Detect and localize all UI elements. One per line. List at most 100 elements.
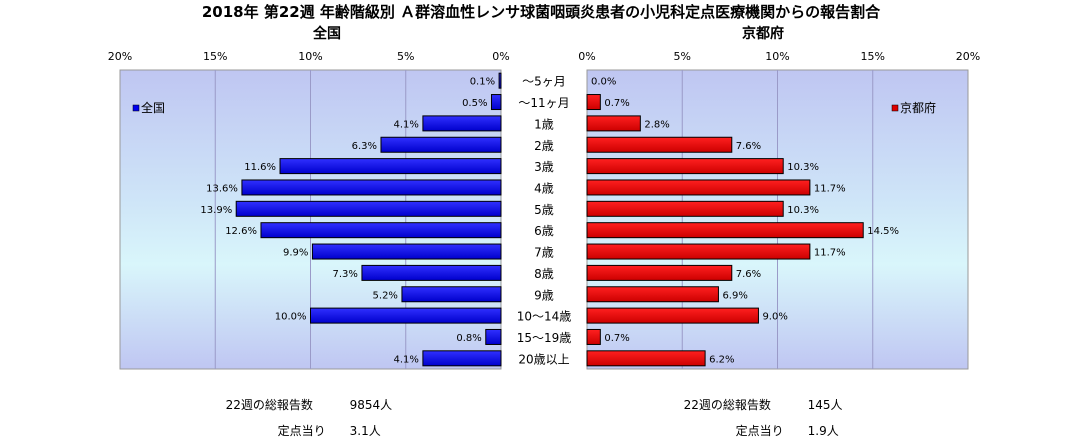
category-labels: ～5ヶ月 ～11ヶ月 1歳 2歳 3歳 4歳 5歳 6歳 7歳 8歳 9歳 10～14歳 15～19歳 2… (517, 75, 572, 367)
national-total-label: 22週の総報告数 (225, 398, 313, 412)
right-bar (586, 243, 811, 260)
left-data-label: 11.6% (244, 162, 276, 173)
right-bar (586, 264, 733, 281)
right-bar (586, 328, 601, 345)
left-bar (422, 350, 502, 367)
category-label: 4歳 (534, 181, 554, 195)
left-bar (485, 328, 502, 345)
category-label: 6歳 (534, 224, 554, 238)
category-label: 2歳 (534, 139, 554, 153)
footer-national-per: 定点当り 3.1人 (270, 408, 381, 439)
left-data-label: 6.3% (352, 141, 377, 152)
left-legend-swatch (132, 104, 140, 112)
right-data-label: 0.7% (604, 98, 629, 109)
left-data-label: 12.6% (225, 226, 257, 237)
left-bar (279, 158, 502, 175)
right-panel-kyoto: 0% 5% 10% 15% 20% 京都府 0.0% 0.7% 2.8% 7.6% 10.3% 11.… (578, 50, 980, 370)
chart-title: 2018年 第22週 年齢階級別 Ａ群溶血性レンサ球菌咽頭炎患者の小児科定点医療… (202, 3, 881, 21)
left-bar (311, 243, 502, 260)
right-tick-label: 20% (956, 50, 980, 63)
left-bar (310, 307, 502, 324)
right-data-label: 2.8% (644, 119, 669, 130)
kyoto-per-label: 定点当り (735, 424, 784, 438)
left-bar (490, 94, 502, 111)
category-label: 5歳 (534, 203, 554, 217)
right-bar (586, 115, 641, 132)
footer-kyoto: 22週の総報告数 145人 (676, 382, 843, 413)
left-tick-label: 20% (108, 50, 132, 63)
left-data-label: 4.1% (393, 354, 418, 365)
category-label: ～5ヶ月 (522, 75, 566, 89)
left-bar (401, 286, 502, 303)
right-legend-label: 京都府 (900, 100, 936, 115)
category-label: 15～19歳 (517, 331, 572, 345)
left-bar (260, 222, 502, 239)
footer-kyoto-per: 定点当り 1.9人 (728, 408, 839, 439)
category-label: ～11ヶ月 (518, 96, 569, 110)
footer-national: 22週の総報告数 9854人 (218, 382, 393, 413)
left-data-label: 9.9% (283, 248, 308, 259)
left-bar (241, 179, 502, 196)
kyoto-total-label: 22週の総報告数 (683, 398, 771, 412)
right-data-label: 0.0% (591, 77, 616, 88)
left-bar (422, 115, 502, 132)
category-label: 3歳 (534, 160, 554, 174)
left-data-label: 10.0% (275, 312, 307, 323)
right-data-label: 7.6% (736, 141, 761, 152)
right-legend-swatch (891, 104, 899, 112)
category-label: 9歳 (534, 288, 554, 302)
right-tick-label: 5% (674, 50, 691, 63)
left-bar (361, 264, 502, 281)
category-label: 7歳 (534, 246, 554, 260)
left-data-label: 0.8% (456, 333, 481, 344)
category-label: 8歳 (534, 267, 554, 281)
right-bar (586, 179, 811, 196)
national-per-label: 定点当り (277, 424, 326, 438)
left-data-label: 0.5% (462, 98, 487, 109)
national-total-value: 9854人 (349, 398, 393, 412)
right-bar (586, 307, 759, 324)
national-per-value: 3.1人 (349, 424, 381, 438)
left-bar (498, 72, 502, 89)
category-label: 20歳以上 (518, 352, 569, 366)
right-data-label: 6.9% (722, 290, 747, 301)
category-label: 10～14歳 (517, 310, 572, 324)
butterfly-chart: 2018年 第22週 年齢階級別 Ａ群溶血性レンサ球菌咽頭炎患者の小児科定点医療… (108, 3, 980, 370)
right-data-label: 0.7% (604, 333, 629, 344)
left-data-label: 13.6% (206, 183, 238, 194)
right-bar (586, 350, 706, 367)
left-bar (235, 200, 502, 217)
left-data-label: 13.9% (200, 205, 232, 216)
right-data-label: 11.7% (814, 248, 846, 259)
left-tick-label: 15% (203, 50, 227, 63)
left-data-label: 0.1% (470, 77, 495, 88)
left-tick-label: 10% (298, 50, 322, 63)
right-data-label: 9.0% (762, 312, 787, 323)
left-tick-label: 5% (397, 50, 414, 63)
right-data-label: 10.3% (787, 205, 819, 216)
kyoto-total-value: 145人 (807, 398, 843, 412)
right-bar (586, 94, 601, 111)
left-subtitle: 全国 (312, 25, 341, 42)
right-data-label: 11.7% (814, 183, 846, 194)
category-label: 1歳 (534, 117, 554, 131)
right-tick-label: 10% (765, 50, 789, 63)
left-bar (380, 136, 502, 153)
left-panel-national: 0% 5% 10% 15% 20% 全国 0.1% 0.5% 4.1% 6.3% 11.6% 13.6… (108, 50, 510, 370)
right-bar (586, 286, 719, 303)
kyoto-per-value: 1.9人 (807, 424, 839, 438)
right-bar (586, 222, 864, 239)
left-legend-label: 全国 (141, 100, 165, 115)
left-data-label: 5.2% (373, 290, 398, 301)
right-bar (586, 158, 784, 175)
right-data-label: 10.3% (787, 162, 819, 173)
right-tick-label: 0% (578, 50, 595, 63)
right-data-label: 14.5% (867, 226, 899, 237)
right-data-label: 7.6% (736, 269, 761, 280)
right-bar (586, 200, 784, 217)
left-data-label: 7.3% (333, 269, 358, 280)
right-data-label: 6.2% (709, 354, 734, 365)
right-bar (586, 136, 733, 153)
left-tick-label: 0% (492, 50, 509, 63)
right-subtitle: 京都府 (742, 25, 784, 42)
